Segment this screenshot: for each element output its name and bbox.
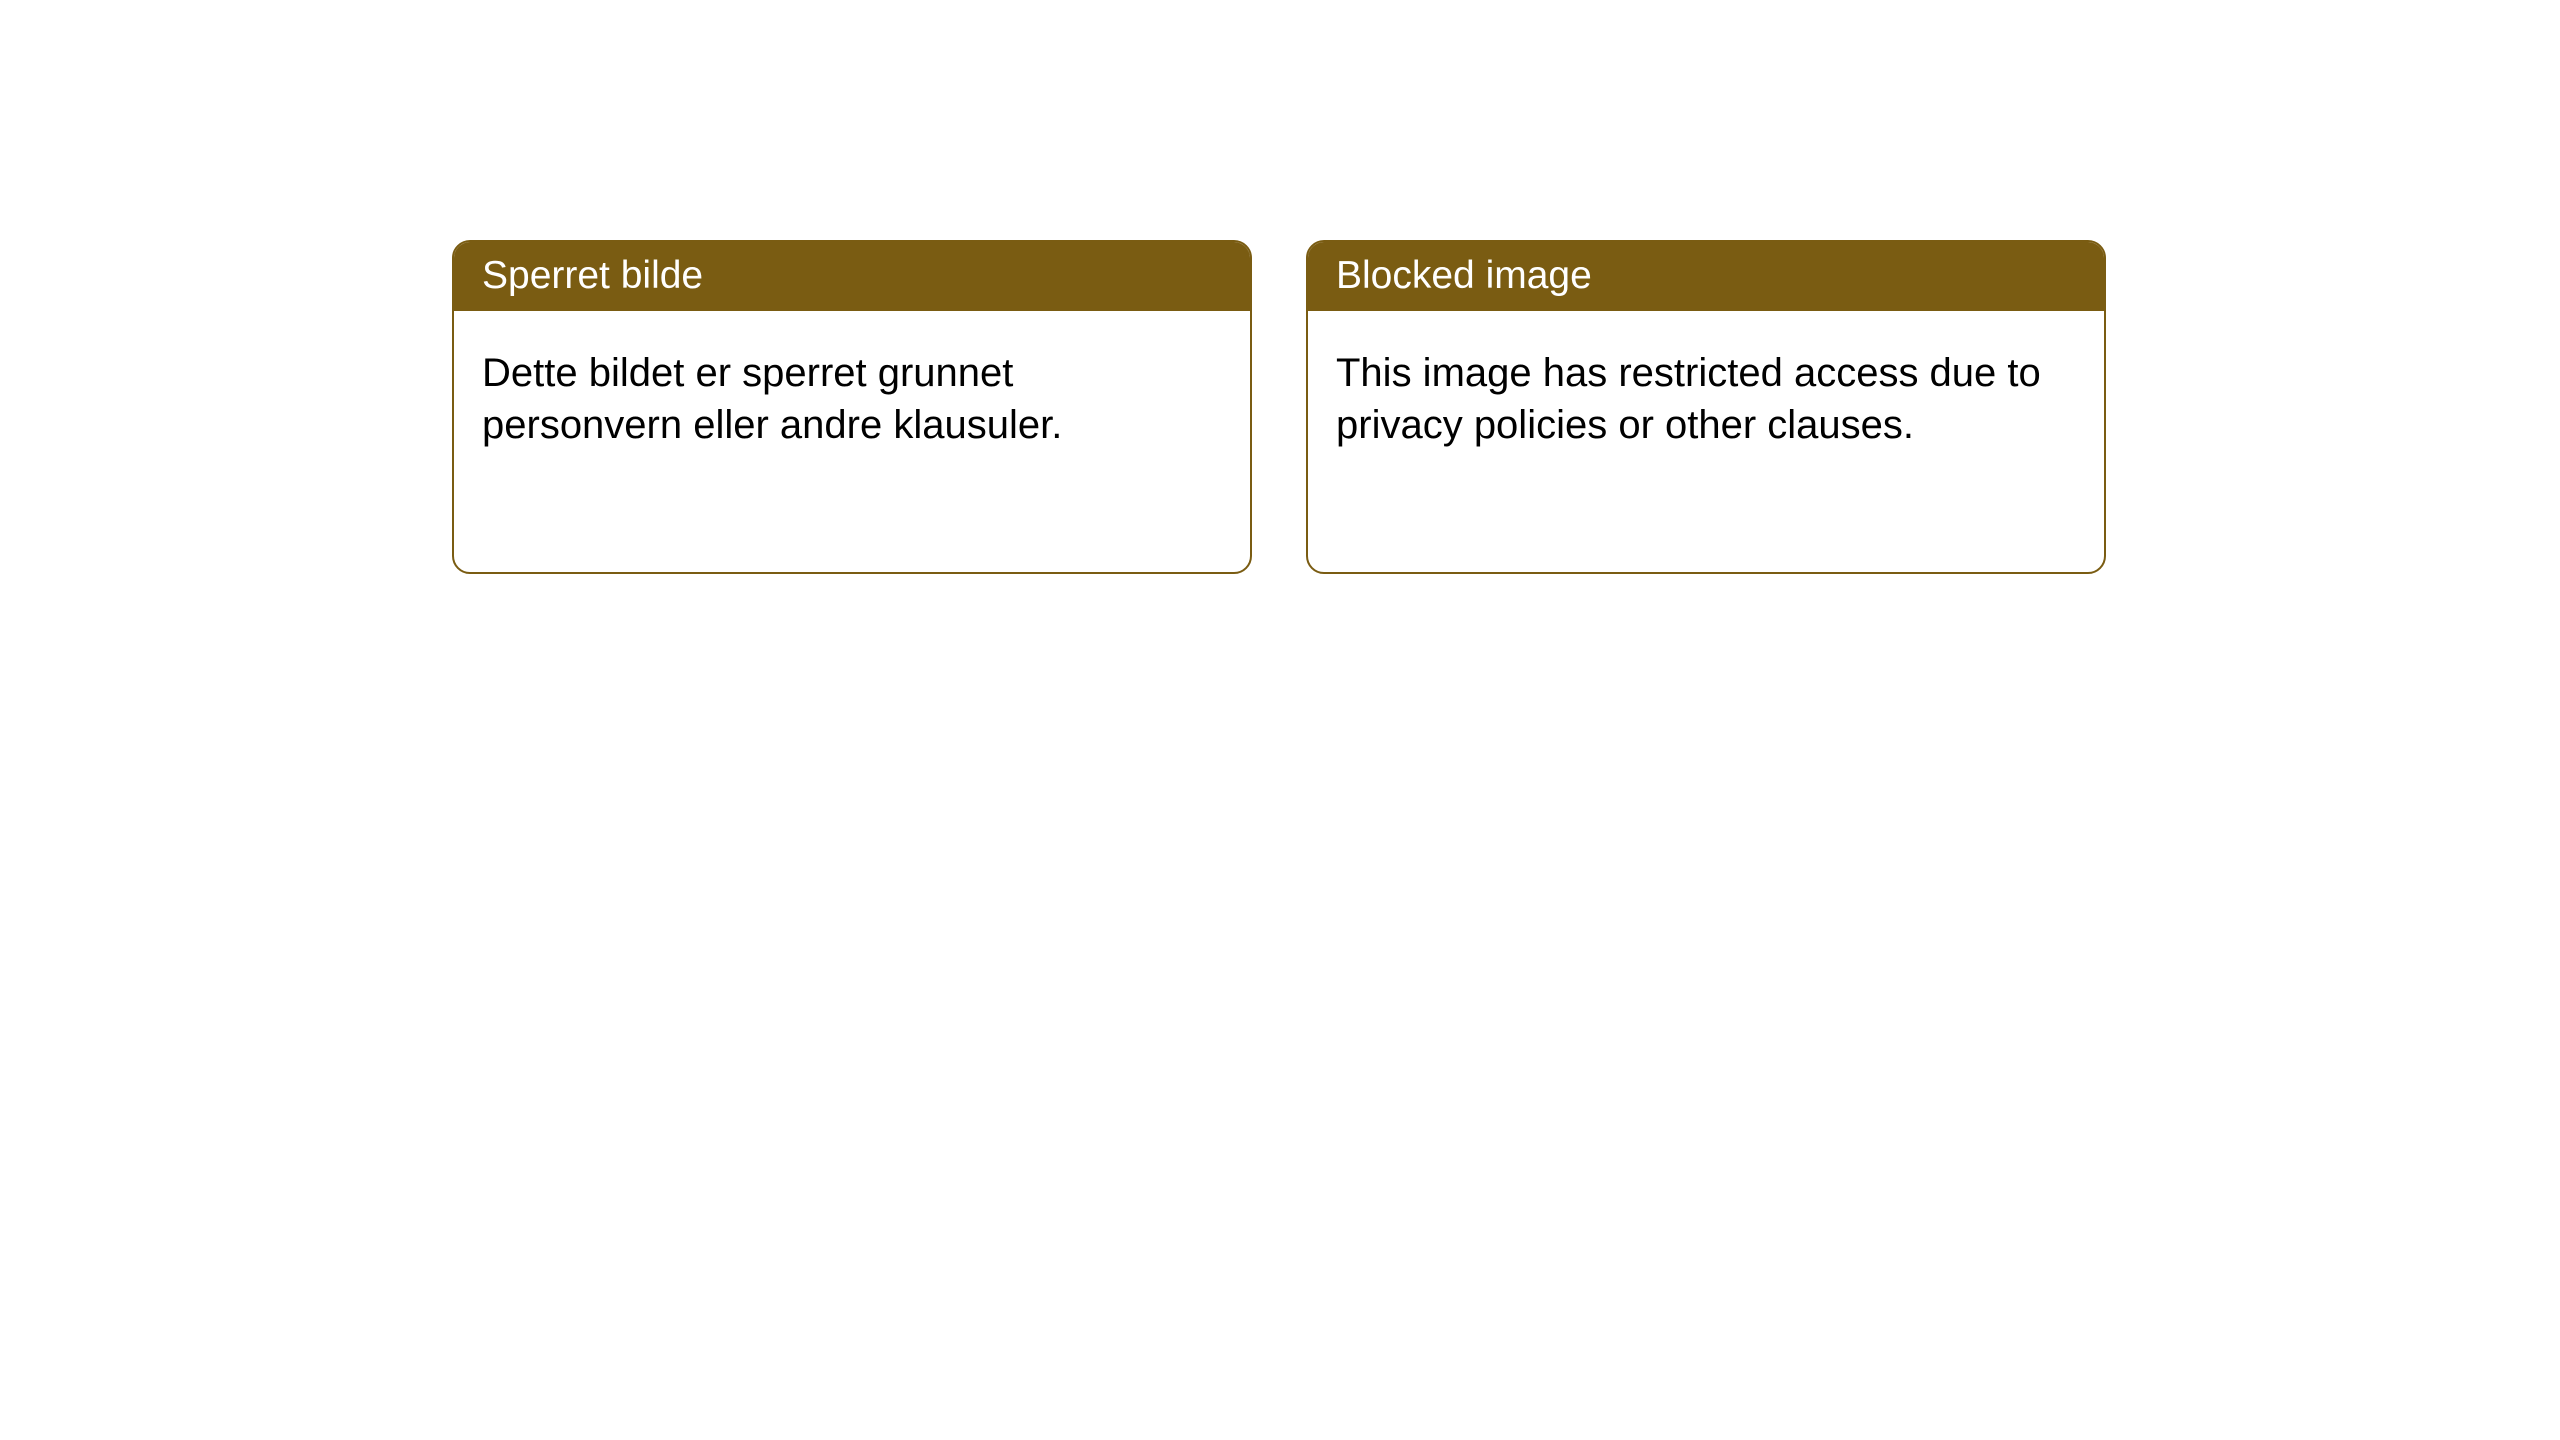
notice-box-norwegian: Sperret bilde Dette bildet er sperret gr… [452,240,1252,574]
notice-body-text: This image has restricted access due to … [1336,351,2041,447]
notice-box-english: Blocked image This image has restricted … [1306,240,2106,574]
notice-body: Dette bildet er sperret grunnet personve… [454,311,1250,487]
notice-header: Sperret bilde [454,242,1250,311]
notice-title: Blocked image [1336,254,1592,297]
notice-header: Blocked image [1308,242,2104,311]
notices-container: Sperret bilde Dette bildet er sperret gr… [0,0,2560,574]
notice-title: Sperret bilde [482,254,703,297]
notice-body: This image has restricted access due to … [1308,311,2104,487]
notice-body-text: Dette bildet er sperret grunnet personve… [482,351,1062,447]
